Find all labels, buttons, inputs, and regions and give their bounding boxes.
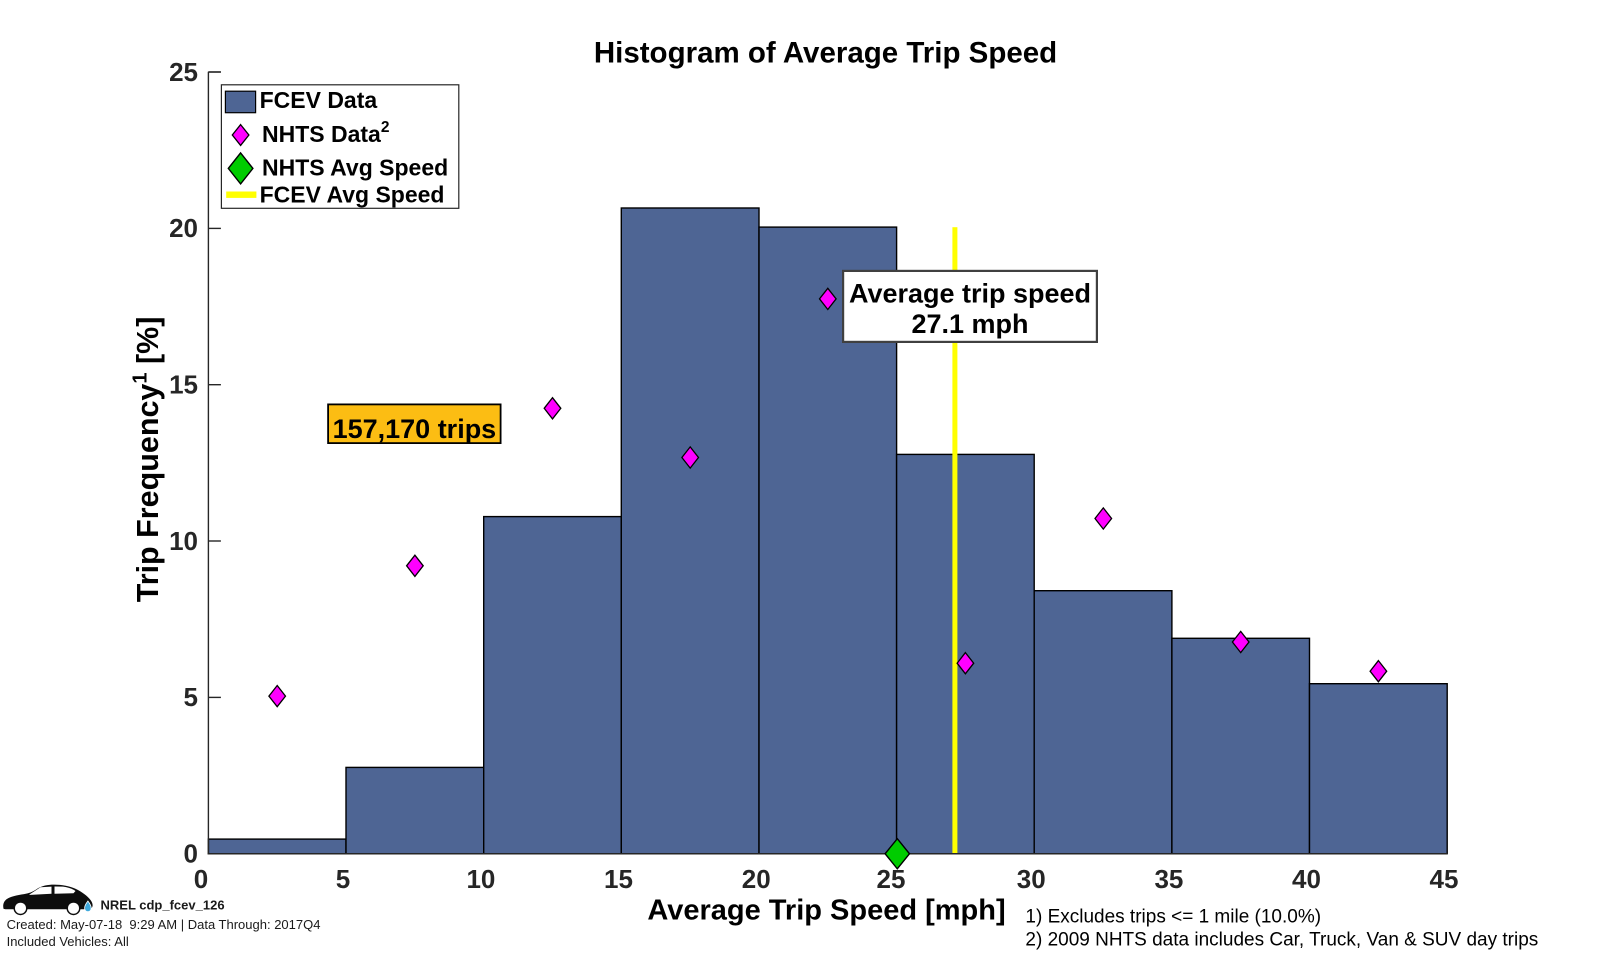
- svg-text:Created: May-07-18 9:29 AM |: Created: May-07-18 9:29 AM | Data Throug…: [7, 917, 321, 932]
- svg-text:25: 25: [169, 57, 198, 87]
- svg-text:20: 20: [742, 864, 771, 894]
- svg-text:Average Trip Speed [mph]: Average Trip Speed [mph]: [647, 895, 1005, 927]
- svg-text:35: 35: [1154, 864, 1183, 894]
- svg-text:NHTS Avg Speed: NHTS Avg Speed: [262, 155, 448, 181]
- svg-text:Included Vehicles: All: Included Vehicles: All: [7, 934, 129, 949]
- svg-text:40: 40: [1292, 864, 1321, 894]
- svg-text:Trip Frequency1 [%]: Trip Frequency1 [%]: [130, 317, 166, 603]
- svg-text:Average trip speed: Average trip speed: [849, 278, 1091, 308]
- svg-text:NREL cdp_fcev_126: NREL cdp_fcev_126: [101, 897, 225, 912]
- svg-text:20: 20: [169, 213, 198, 243]
- svg-text:15: 15: [169, 370, 198, 400]
- svg-text:NHTS Data2: NHTS Data2: [262, 119, 389, 147]
- svg-text:25: 25: [877, 864, 906, 894]
- svg-text:15: 15: [604, 864, 633, 894]
- svg-text:Histogram of Average Trip Spee: Histogram of Average Trip Speed: [594, 37, 1057, 70]
- svg-text:0: 0: [184, 839, 198, 869]
- svg-text:10: 10: [169, 526, 198, 556]
- svg-text:27.1 mph: 27.1 mph: [911, 309, 1028, 339]
- svg-text:30: 30: [1017, 864, 1046, 894]
- svg-text:1) Excludes trips <= 1 mile (1: 1) Excludes trips <= 1 mile (10.0%): [1025, 907, 1321, 928]
- svg-text:0: 0: [194, 864, 208, 894]
- svg-text:FCEV Avg Speed: FCEV Avg Speed: [260, 182, 445, 208]
- svg-text:45: 45: [1430, 864, 1459, 894]
- svg-text:5: 5: [336, 864, 350, 894]
- svg-text:157,170 trips: 157,170 trips: [333, 414, 497, 444]
- svg-text:FCEV Data: FCEV Data: [260, 87, 378, 113]
- svg-text:2) 2009 NHTS data includes Car: 2) 2009 NHTS data includes Car, Truck, V…: [1025, 930, 1538, 951]
- svg-text:10: 10: [466, 864, 495, 894]
- svg-text:5: 5: [184, 682, 198, 712]
